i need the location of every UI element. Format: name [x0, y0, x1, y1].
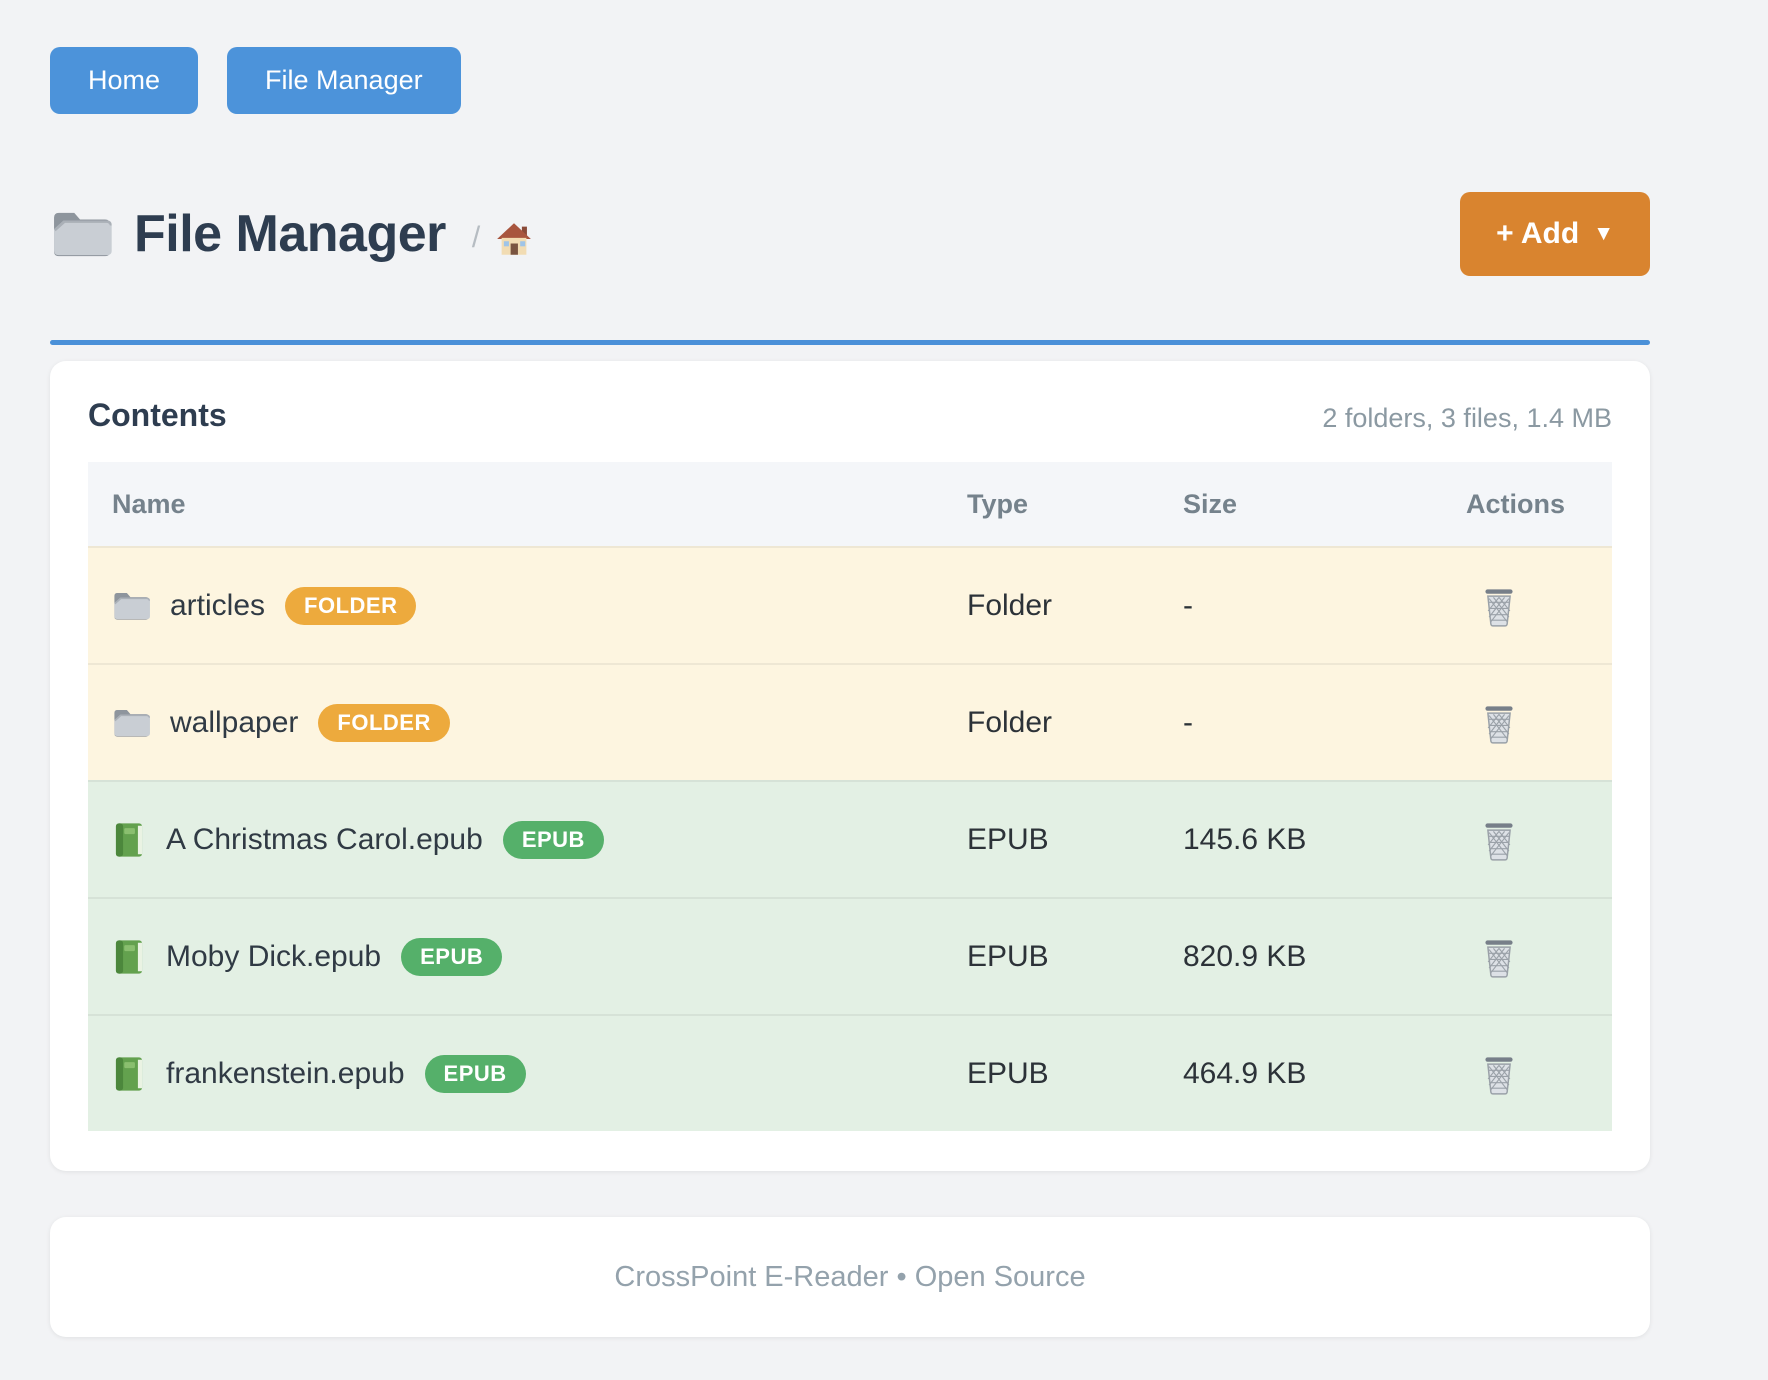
- folder-badge: FOLDER: [318, 703, 450, 742]
- file-type: EPUB: [967, 822, 1049, 856]
- file-type: EPUB: [967, 1056, 1049, 1090]
- page: Home File Manager File Manager / + Add ▼…: [50, 0, 1650, 1337]
- page-title: File Manager: [134, 205, 446, 263]
- file-name[interactable]: A Christmas Carol.epub: [166, 822, 483, 856]
- file-name[interactable]: frankenstein.epub: [166, 1056, 405, 1090]
- trash-icon[interactable]: [1480, 936, 1518, 978]
- file-size: 464.9 KB: [1183, 1056, 1307, 1090]
- breadcrumb: File Manager /: [50, 204, 532, 264]
- book-icon: [112, 938, 146, 976]
- add-button[interactable]: + Add ▼: [1460, 192, 1650, 276]
- file-name[interactable]: wallpaper: [170, 705, 299, 739]
- file-type: Folder: [967, 705, 1053, 739]
- folder-icon: [112, 590, 150, 622]
- contents-summary: 2 folders, 3 files, 1.4 MB: [1322, 403, 1612, 433]
- book-icon: [112, 1055, 146, 1093]
- file-type: Folder: [967, 588, 1053, 622]
- chevron-down-icon: ▼: [1593, 222, 1614, 245]
- file-size: 820.9 KB: [1183, 939, 1307, 973]
- epub-badge: EPUB: [401, 937, 503, 976]
- file-size: -: [1183, 588, 1193, 622]
- file-type: EPUB: [967, 939, 1049, 973]
- table-row[interactable]: articles FOLDER Folder -: [88, 546, 1612, 663]
- file-name[interactable]: articles: [170, 588, 266, 622]
- column-header-size: Size: [1183, 488, 1238, 519]
- top-nav: Home File Manager: [50, 47, 1650, 114]
- footer-text: CrossPoint E-Reader • Open Source: [614, 1260, 1086, 1293]
- folder-badge: FOLDER: [285, 586, 417, 625]
- epub-badge: EPUB: [424, 1054, 526, 1093]
- file-size: 145.6 KB: [1183, 822, 1307, 856]
- trash-icon[interactable]: [1480, 819, 1518, 861]
- table-row[interactable]: frankenstein.epub EPUB EPUB 464.9 KB: [88, 1014, 1612, 1131]
- book-icon: [112, 821, 146, 859]
- title-divider: [50, 340, 1650, 345]
- table-row[interactable]: A Christmas Carol.epub EPUB EPUB 145.6 K…: [88, 780, 1612, 897]
- table-header-row: Name Type Size Actions: [88, 462, 1612, 546]
- footer: CrossPoint E-Reader • Open Source: [50, 1217, 1650, 1337]
- file-table: Name Type Size Actions articles FOLDER F…: [88, 462, 1612, 1131]
- column-header-type: Type: [967, 488, 1029, 519]
- trash-icon[interactable]: [1480, 702, 1518, 744]
- table-row[interactable]: Moby Dick.epub EPUB EPUB 820.9 KB: [88, 897, 1612, 1014]
- add-button-label: + Add: [1496, 217, 1580, 250]
- folder-icon: [112, 707, 150, 739]
- folder-icon: [50, 208, 112, 260]
- nav-file-manager-button[interactable]: File Manager: [227, 47, 461, 114]
- trash-icon[interactable]: [1480, 585, 1518, 627]
- table-row[interactable]: wallpaper FOLDER Folder -: [88, 663, 1612, 780]
- home-icon[interactable]: [496, 221, 532, 257]
- trash-icon[interactable]: [1480, 1053, 1518, 1095]
- nav-home-button[interactable]: Home: [50, 47, 199, 114]
- epub-badge: EPUB: [502, 820, 604, 859]
- contents-card: Contents 2 folders, 3 files, 1.4 MB Name…: [50, 361, 1650, 1171]
- page-header: File Manager / + Add ▼: [50, 192, 1650, 276]
- column-header-actions: Actions: [1466, 488, 1566, 519]
- file-size: -: [1183, 705, 1193, 739]
- column-header-name: Name: [112, 488, 186, 519]
- breadcrumb-separator: /: [471, 221, 481, 254]
- contents-title: Contents: [88, 397, 227, 433]
- file-name[interactable]: Moby Dick.epub: [166, 939, 382, 973]
